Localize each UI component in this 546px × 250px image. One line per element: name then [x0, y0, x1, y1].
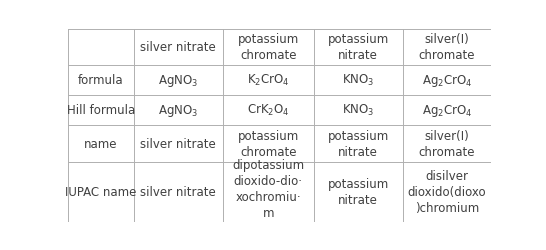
Text: silver(I)
chromate: silver(I) chromate: [419, 129, 475, 158]
Text: potassium
chromate: potassium chromate: [238, 33, 299, 62]
Text: potassium
nitrate: potassium nitrate: [328, 129, 389, 158]
Text: $\mathrm{KNO}_{3}$: $\mathrm{KNO}_{3}$: [342, 73, 375, 88]
Text: dipotassium
dioxido-dio·
xochromiu·
m: dipotassium dioxido-dio· xochromiu· m: [232, 158, 304, 219]
Text: silver nitrate: silver nitrate: [140, 41, 216, 54]
Text: silver nitrate: silver nitrate: [140, 186, 216, 199]
Text: formula: formula: [78, 74, 124, 87]
Text: $\mathrm{Ag}_{2}\mathrm{CrO}_{4}$: $\mathrm{Ag}_{2}\mathrm{CrO}_{4}$: [422, 102, 472, 118]
Text: $\mathrm{CrK}_{2}\mathrm{O}_{4}$: $\mathrm{CrK}_{2}\mathrm{O}_{4}$: [247, 103, 289, 118]
Text: IUPAC name: IUPAC name: [66, 186, 136, 199]
Text: silver nitrate: silver nitrate: [140, 137, 216, 150]
Text: disilver
dioxido(dioxo
)chromium: disilver dioxido(dioxo )chromium: [408, 170, 486, 214]
Text: $\mathrm{AgNO}_{3}$: $\mathrm{AgNO}_{3}$: [158, 102, 198, 118]
Text: potassium
nitrate: potassium nitrate: [328, 178, 389, 206]
Text: $\mathrm{KNO}_{3}$: $\mathrm{KNO}_{3}$: [342, 103, 375, 118]
Text: potassium
chromate: potassium chromate: [238, 129, 299, 158]
Text: Hill formula: Hill formula: [67, 104, 135, 117]
Text: silver(I)
chromate: silver(I) chromate: [419, 33, 475, 62]
Text: $\mathrm{K}_{2}\mathrm{CrO}_{4}$: $\mathrm{K}_{2}\mathrm{CrO}_{4}$: [247, 73, 289, 88]
Text: potassium
nitrate: potassium nitrate: [328, 33, 389, 62]
Text: $\mathrm{AgNO}_{3}$: $\mathrm{AgNO}_{3}$: [158, 72, 198, 88]
Text: $\mathrm{Ag}_{2}\mathrm{CrO}_{4}$: $\mathrm{Ag}_{2}\mathrm{CrO}_{4}$: [422, 72, 472, 88]
Text: name: name: [84, 137, 118, 150]
